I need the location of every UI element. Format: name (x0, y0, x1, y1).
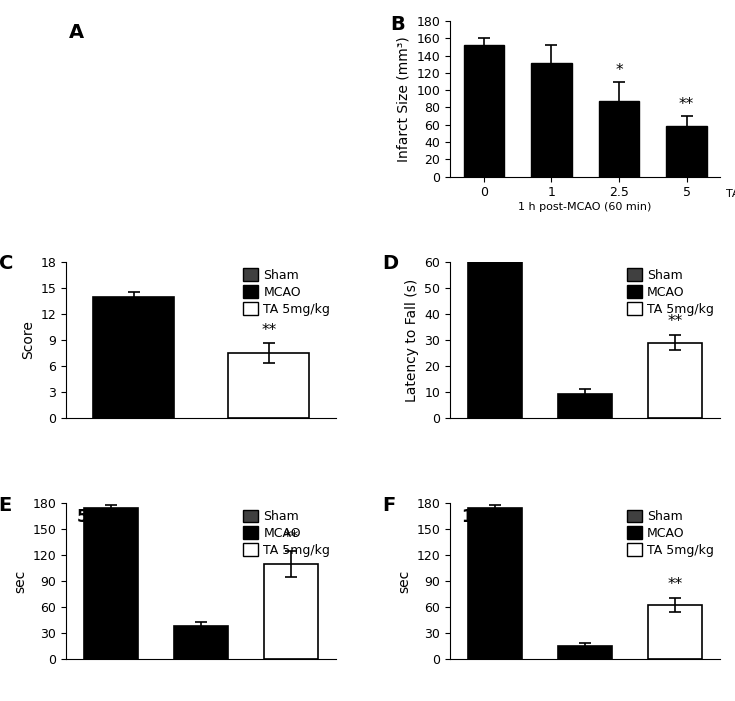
Legend: Sham, MCAO, TA 5mg/kg: Sham, MCAO, TA 5mg/kg (243, 268, 330, 315)
Y-axis label: Latency to Fall (s): Latency to Fall (s) (405, 278, 419, 402)
Text: **: ** (261, 322, 276, 338)
Bar (558, 395, 612, 418)
Text: TA (mg/kg): TA (mg/kg) (725, 189, 735, 199)
Text: C: C (0, 254, 13, 273)
Y-axis label: Score: Score (21, 320, 35, 360)
Text: E: E (0, 496, 12, 515)
Bar (558, 646, 612, 659)
Bar (93, 297, 174, 418)
Bar (464, 46, 504, 177)
Text: *: * (615, 63, 623, 78)
Text: **: ** (667, 313, 683, 329)
Text: B: B (390, 15, 405, 34)
Bar (531, 62, 572, 177)
Text: 10rpm: 10rpm (461, 508, 521, 526)
Text: A: A (69, 22, 84, 41)
Bar (468, 262, 522, 418)
Y-axis label: sec: sec (13, 569, 27, 593)
Bar (174, 626, 229, 659)
Text: 1 h post-MCAO (60 min): 1 h post-MCAO (60 min) (518, 201, 652, 212)
Bar (648, 343, 702, 418)
Text: **: ** (284, 530, 299, 545)
Y-axis label: sec: sec (397, 569, 411, 593)
Bar (666, 126, 707, 177)
Bar (85, 508, 138, 659)
Legend: Sham, MCAO, TA 5mg/kg: Sham, MCAO, TA 5mg/kg (627, 510, 714, 557)
Bar (265, 564, 318, 659)
Legend: Sham, MCAO, TA 5mg/kg: Sham, MCAO, TA 5mg/kg (243, 510, 330, 557)
Bar (648, 606, 702, 659)
Bar (229, 353, 309, 418)
Legend: Sham, MCAO, TA 5mg/kg: Sham, MCAO, TA 5mg/kg (627, 268, 714, 315)
Text: D: D (382, 254, 398, 273)
Text: F: F (382, 496, 395, 515)
Text: **: ** (679, 97, 694, 111)
Bar (599, 102, 639, 177)
Text: **: ** (667, 578, 683, 592)
Y-axis label: Infarct Size (mm³): Infarct Size (mm³) (397, 36, 411, 162)
Bar (468, 508, 522, 659)
Text: 5rpm: 5rpm (77, 508, 126, 526)
